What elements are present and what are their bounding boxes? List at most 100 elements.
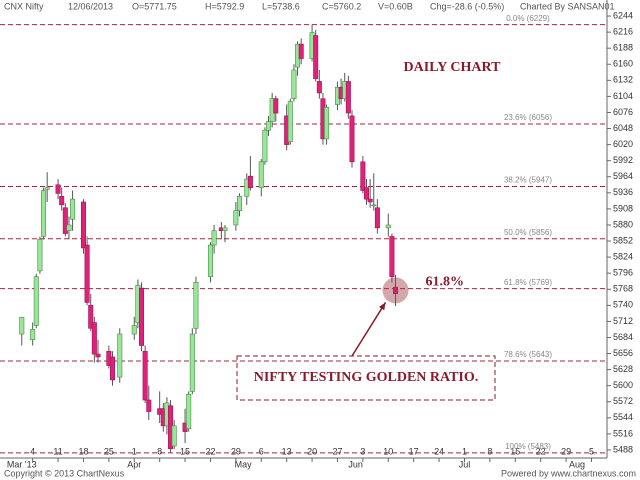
volume: V=0.60B bbox=[378, 1, 413, 11]
x-tick-label: 8 bbox=[487, 446, 492, 456]
x-tick-label: 1 bbox=[462, 446, 467, 456]
candle-body bbox=[211, 230, 217, 246]
month-label: Mar '13 bbox=[7, 459, 37, 469]
candle-body bbox=[30, 329, 36, 341]
x-tick-label: 3 bbox=[360, 446, 365, 456]
y-tick-label: 5908 bbox=[613, 203, 633, 213]
y-tick-label: 5880 bbox=[613, 219, 633, 229]
candle-body bbox=[389, 236, 395, 277]
candle-body bbox=[207, 244, 213, 277]
candle-body bbox=[298, 43, 304, 59]
candle-body bbox=[66, 224, 72, 232]
y-tick-label: 6104 bbox=[613, 91, 633, 101]
y-tick-label: 6188 bbox=[613, 43, 633, 53]
candle-body bbox=[70, 198, 76, 220]
y-tick-label: 5572 bbox=[613, 396, 633, 406]
candle-body bbox=[109, 356, 115, 381]
x-tick-label: 24 bbox=[434, 446, 444, 456]
x-tick-label: 6 bbox=[259, 446, 264, 456]
candle-body bbox=[360, 161, 366, 191]
y-tick-label: 5488 bbox=[613, 444, 633, 454]
copyright: Copyright © 2013 ChartNexus bbox=[4, 468, 125, 478]
callout-arrow bbox=[351, 302, 387, 357]
candle-body bbox=[84, 244, 90, 303]
candle-body bbox=[364, 187, 370, 200]
month-label: Aug bbox=[569, 459, 585, 469]
candle-body bbox=[91, 322, 97, 355]
candle-body bbox=[273, 98, 279, 114]
fib-label: 61.8% (5769) bbox=[504, 278, 552, 287]
candle-body bbox=[95, 353, 101, 358]
candle-body bbox=[374, 207, 380, 229]
x-tick-label: 4 bbox=[30, 446, 35, 456]
y-tick-label: 6216 bbox=[613, 26, 633, 36]
y-tick-label: 6244 bbox=[613, 10, 633, 20]
month-label: May bbox=[235, 459, 253, 469]
candle-body bbox=[247, 175, 253, 188]
candle-body bbox=[80, 201, 86, 249]
arrow-head bbox=[378, 302, 386, 311]
candle-body bbox=[287, 101, 293, 143]
y-tick-label: 5600 bbox=[613, 380, 633, 390]
y-tick-label: 5740 bbox=[613, 300, 633, 310]
x-tick-label: 13 bbox=[282, 446, 292, 456]
x-tick-label: 29 bbox=[561, 446, 571, 456]
y-tick-label: 5712 bbox=[613, 316, 633, 326]
candle-body bbox=[88, 305, 94, 329]
y-tick-label: 5936 bbox=[613, 187, 633, 197]
candle-body bbox=[41, 190, 47, 237]
callout-box bbox=[236, 355, 496, 401]
candle-body bbox=[385, 224, 391, 229]
y-tick-label: 6048 bbox=[613, 123, 633, 133]
candle-body bbox=[222, 227, 228, 232]
candle-body bbox=[146, 399, 152, 412]
high: H=5792.9 bbox=[205, 1, 244, 11]
candle-body bbox=[233, 210, 239, 226]
candle-body bbox=[291, 69, 297, 99]
fib-label: 23.6% (6056) bbox=[504, 113, 552, 122]
x-tick-label: 5 bbox=[589, 446, 594, 456]
change: Chg=-28.6 (-0.5%) bbox=[430, 1, 504, 11]
candle-body bbox=[59, 195, 65, 206]
candle-body bbox=[37, 239, 43, 272]
fib-label: 78.6% (5643) bbox=[504, 350, 552, 359]
y-tick-label: 6132 bbox=[613, 75, 633, 85]
y-tick-label: 5992 bbox=[613, 155, 633, 165]
x-tick-label: 15 bbox=[180, 446, 190, 456]
candle-body bbox=[44, 187, 50, 190]
month-label: Jun bbox=[348, 459, 363, 469]
fib-label: 50.0% (5856) bbox=[504, 228, 552, 237]
candle-body bbox=[55, 184, 61, 194]
candle-body bbox=[189, 333, 195, 392]
date: 12/06/2013 bbox=[68, 1, 113, 11]
candle-body bbox=[19, 317, 25, 335]
close: C=5760.2 bbox=[322, 1, 361, 11]
candle-body bbox=[186, 393, 192, 430]
candle-body bbox=[393, 286, 399, 295]
y-tick-label: 5656 bbox=[613, 348, 633, 358]
y-tick-label: 6076 bbox=[613, 107, 633, 117]
y-tick-label: 5544 bbox=[613, 412, 633, 422]
low: L=5738.6 bbox=[262, 1, 300, 11]
x-tick-label: 15 bbox=[510, 446, 520, 456]
candle-body bbox=[117, 333, 123, 378]
candle-body bbox=[313, 35, 319, 79]
candle-body bbox=[349, 115, 355, 163]
y-tick-label: 5628 bbox=[613, 364, 633, 374]
powered-by: Powered by www.chartnexus.com bbox=[501, 468, 636, 478]
fib-label: 100% (5483) bbox=[505, 442, 551, 451]
candle-body bbox=[345, 81, 351, 114]
y-tick-label: 5768 bbox=[613, 284, 633, 294]
open: O=5771.75 bbox=[132, 1, 177, 11]
candle-body bbox=[131, 325, 137, 335]
y-tick-label: 5964 bbox=[613, 171, 633, 181]
x-tick-label: 8 bbox=[157, 446, 162, 456]
candle-body bbox=[171, 425, 177, 447]
x-tick-label: 10 bbox=[383, 446, 393, 456]
x-tick-label: 20 bbox=[307, 446, 317, 456]
candle-body bbox=[266, 121, 272, 131]
candle-body bbox=[193, 282, 199, 329]
